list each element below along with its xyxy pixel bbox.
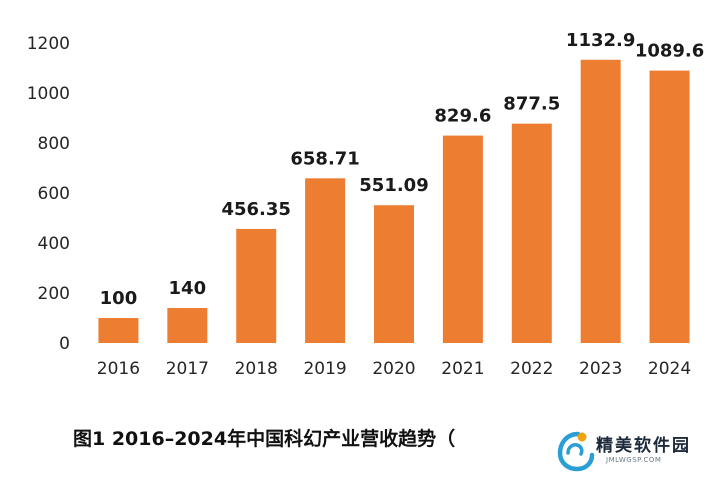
x-tick-label: 2024 xyxy=(648,359,691,379)
watermark-name: 精美软件园 xyxy=(596,436,691,456)
x-tick-label: 2021 xyxy=(441,359,484,379)
watermark-url: JMLWGSP.COM xyxy=(606,456,662,464)
watermark-logo-icon xyxy=(557,431,595,472)
bar xyxy=(98,318,139,343)
bar xyxy=(511,123,552,343)
data-label: 877.5 xyxy=(503,94,560,115)
data-label: 829.6 xyxy=(434,106,491,127)
bar xyxy=(442,135,483,343)
x-tick-label: 2018 xyxy=(235,359,278,379)
y-tick-label: 400 xyxy=(38,234,70,254)
y-tick-label: 600 xyxy=(38,184,70,204)
y-tick-label: 1000 xyxy=(27,84,70,104)
bar xyxy=(580,59,621,344)
y-tick-label: 800 xyxy=(38,134,70,154)
bar xyxy=(305,178,346,343)
x-tick-label: 2019 xyxy=(303,359,346,379)
x-tick-label: 2016 xyxy=(97,359,140,379)
data-label: 658.71 xyxy=(290,148,359,169)
y-tick-label: 0 xyxy=(59,334,70,354)
x-tick-label: 2017 xyxy=(166,359,209,379)
chart-caption: 图1 2016–2024年中国科幻产业营收趋势（ xyxy=(73,428,456,450)
data-label: 1132.9 xyxy=(566,30,635,51)
bar xyxy=(374,205,414,343)
data-label: 551.09 xyxy=(359,175,428,196)
data-label: 1089.6 xyxy=(635,41,704,62)
x-tick-label: 2020 xyxy=(372,359,415,379)
bar xyxy=(236,228,277,343)
bar xyxy=(167,308,208,343)
watermark: 精美软件园 JMLWGSP.COM xyxy=(556,428,706,472)
bar-chart: 0 200 400 600 800 1000 1200 100 2016 140 2017 456.3… xyxy=(27,30,705,379)
x-tick-label: 2023 xyxy=(579,359,622,379)
y-tick-label: 1200 xyxy=(27,34,70,54)
x-tick-label: 2022 xyxy=(510,359,553,379)
bar xyxy=(649,70,690,343)
y-tick-label: 200 xyxy=(38,284,70,304)
data-label: 456.35 xyxy=(221,199,290,220)
data-label: 140 xyxy=(169,278,207,299)
data-label: 100 xyxy=(100,288,138,309)
